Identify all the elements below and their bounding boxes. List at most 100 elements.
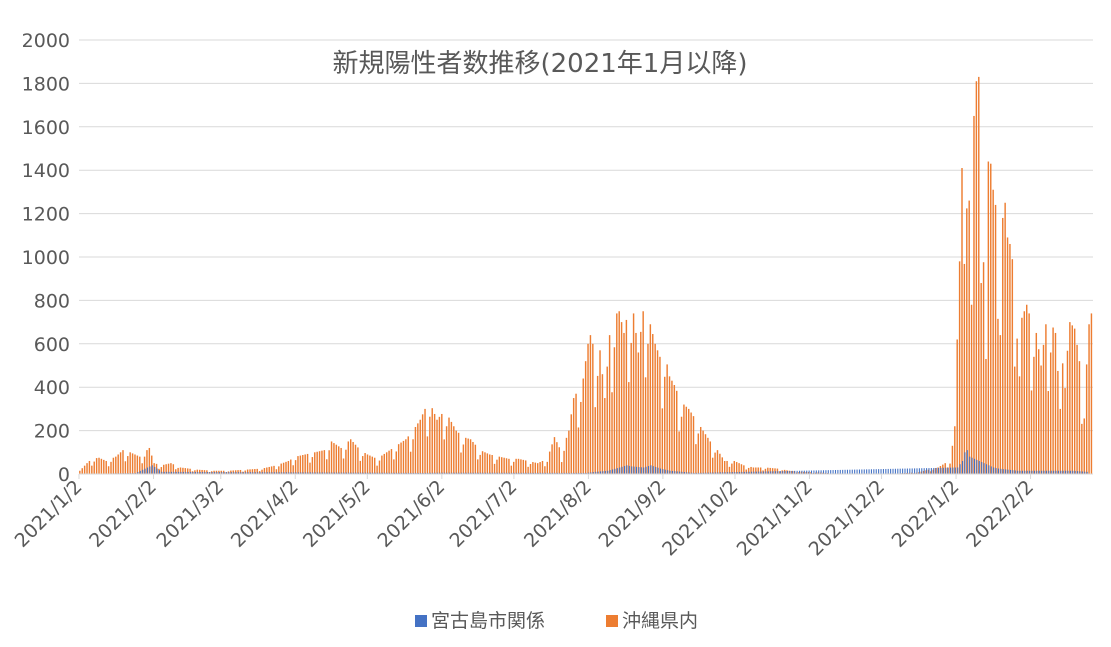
bar-okinawa xyxy=(560,462,563,474)
bar-okinawa xyxy=(580,401,582,474)
bar-miyakojima xyxy=(170,471,173,474)
bar-miyakojima xyxy=(849,469,851,474)
bar-miyakojima xyxy=(657,467,659,474)
y-tick-label: 800 xyxy=(34,290,70,312)
bar-okinawa xyxy=(385,452,388,474)
bar-miyakojima xyxy=(892,468,894,474)
bar-okinawa xyxy=(189,468,191,474)
bar-okinawa xyxy=(129,452,131,474)
bar-miyakojima xyxy=(568,472,570,474)
bar-miyakojima xyxy=(959,464,961,474)
bar-okinawa xyxy=(345,449,347,474)
x-axis-ticks: 2021/1/22021/2/22021/3/22021/4/22021/5/2… xyxy=(11,474,1038,560)
bar-miyakojima xyxy=(643,467,645,474)
bar-miyakojima xyxy=(820,470,822,474)
bar-okinawa xyxy=(117,454,119,474)
bar-okinawa xyxy=(697,433,700,474)
bar-miyakojima xyxy=(897,468,899,474)
bar-okinawa xyxy=(361,456,364,474)
bar-okinawa xyxy=(491,455,493,474)
bar-okinawa xyxy=(704,434,707,474)
bar-okinawa xyxy=(635,332,637,474)
bar-miyakojima xyxy=(439,472,441,474)
bar-okinawa xyxy=(587,343,589,474)
x-tick-label: 2021/9/2 xyxy=(595,476,671,552)
bar-okinawa xyxy=(359,460,362,474)
bar-miyakojima xyxy=(151,465,153,474)
bar-miyakojima xyxy=(1041,470,1043,474)
bar-okinawa xyxy=(728,466,731,474)
y-tick-label: 1000 xyxy=(22,247,70,269)
bar-miyakojima xyxy=(765,471,767,474)
bar-miyakojima xyxy=(707,472,709,474)
bar-okinawa xyxy=(743,465,745,474)
bar-okinawa xyxy=(757,467,759,474)
bar-miyakojima xyxy=(930,468,932,474)
bar-miyakojima xyxy=(564,472,566,474)
bar-miyakojima xyxy=(647,466,650,474)
bar-miyakojima xyxy=(746,471,748,474)
bar-miyakojima xyxy=(451,472,453,474)
bar-miyakojima xyxy=(964,452,966,474)
bar-miyakojima xyxy=(1065,470,1067,474)
bar-okinawa xyxy=(321,450,323,474)
bar-miyakojima xyxy=(825,470,827,474)
bar-miyakojima xyxy=(566,472,568,474)
bar-miyakojima xyxy=(247,472,249,474)
bar-miyakojima xyxy=(671,470,674,474)
bar-miyakojima xyxy=(333,472,336,474)
bar-miyakojima xyxy=(468,472,470,474)
bar-miyakojima xyxy=(365,472,367,474)
bar-okinawa xyxy=(654,343,656,474)
bar-okinawa xyxy=(489,454,491,474)
bar-okinawa xyxy=(299,455,302,474)
bar-okinawa xyxy=(690,412,692,474)
bar-miyakojima xyxy=(408,472,410,474)
bar-okinawa xyxy=(510,465,513,474)
bar-okinawa xyxy=(143,456,146,474)
bar-okinawa xyxy=(148,447,151,474)
bar-miyakojima xyxy=(197,471,199,474)
bar-okinawa xyxy=(524,460,527,474)
bar-okinawa xyxy=(251,469,254,474)
bar-okinawa xyxy=(1049,352,1052,474)
bar-miyakojima xyxy=(590,472,592,474)
bar-okinawa xyxy=(678,431,680,474)
bar-miyakojima xyxy=(401,472,403,474)
bar-miyakojima xyxy=(449,472,451,474)
bar-okinawa xyxy=(601,374,604,474)
bar-okinawa xyxy=(112,457,115,474)
bar-miyakojima xyxy=(554,472,556,474)
bar-miyakojima xyxy=(722,472,724,474)
bar-okinawa xyxy=(292,465,294,474)
bar-okinawa xyxy=(958,261,961,474)
bar-miyakojima xyxy=(962,460,964,474)
bar-okinawa xyxy=(469,439,472,474)
bar-okinawa xyxy=(405,439,407,474)
bar-okinawa xyxy=(246,469,249,474)
bar-okinawa xyxy=(438,416,441,474)
bar-miyakojima xyxy=(374,472,376,474)
bar-miyakojima xyxy=(324,472,326,474)
bar-miyakojima xyxy=(185,471,187,474)
bar-miyakojima xyxy=(755,471,757,474)
bar-okinawa xyxy=(553,437,556,474)
bar-miyakojima xyxy=(770,471,772,474)
bar-miyakojima xyxy=(389,472,391,474)
bar-okinawa xyxy=(501,457,503,474)
bar-okinawa xyxy=(644,377,647,474)
bar-okinawa xyxy=(620,322,623,474)
y-tick-label: 400 xyxy=(34,377,70,399)
bar-okinawa xyxy=(263,468,266,474)
bar-okinawa xyxy=(201,469,203,474)
bar-miyakojima xyxy=(175,471,177,474)
bar-miyakojima xyxy=(410,472,412,474)
bar-okinawa xyxy=(1023,311,1026,474)
bar-miyakojima xyxy=(456,472,458,474)
bar-miyakojima xyxy=(540,472,542,474)
bar-miyakojima xyxy=(580,472,582,474)
bar-miyakojima xyxy=(494,472,496,474)
bar-okinawa xyxy=(139,456,141,474)
bar-miyakojima xyxy=(547,472,549,474)
bar-miyakojima xyxy=(995,468,997,474)
